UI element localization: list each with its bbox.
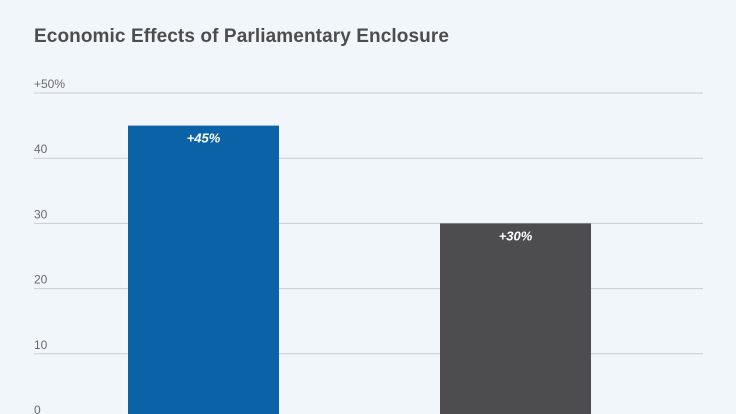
y-axis-ticks: 0 10 20 30 40 +50%	[34, 77, 65, 414]
y-tick-label: 10	[34, 338, 48, 352]
y-tick-label: 40	[34, 142, 48, 156]
bar	[128, 125, 279, 414]
bars	[128, 125, 591, 414]
y-tick-label: 30	[34, 207, 48, 221]
y-tick-label: +50%	[34, 77, 65, 91]
y-tick-label: 20	[34, 273, 48, 287]
gridlines	[34, 92, 703, 355]
bar	[440, 223, 591, 414]
chart-title: Economic Effects of Parliamentary Enclos…	[34, 26, 450, 47]
y-tick-label: 0	[34, 403, 41, 414]
bar-data-label: +45%	[187, 131, 221, 146]
bar-data-label: +30%	[499, 228, 533, 243]
data-labels: +45% +30%	[187, 131, 533, 244]
